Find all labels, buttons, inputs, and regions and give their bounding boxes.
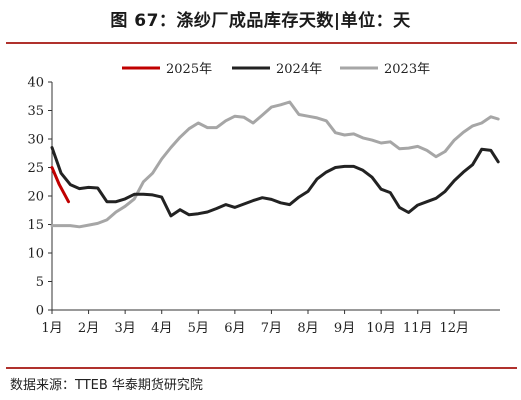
data-source: 数据来源：TTEB 华泰期货研究院 [10, 378, 203, 393]
x-tick-label: 10月 [366, 321, 396, 336]
x-tick-label: 6月 [224, 321, 245, 336]
y-tick-label: 25 [27, 161, 44, 176]
series-line-2024年 [50, 146, 500, 218]
top-rule [6, 42, 517, 44]
legend-label: 2025年 [166, 62, 212, 77]
y-tick-label: 20 [27, 190, 44, 205]
page-title: 图 67：涤纱厂成品库存天数|单位：天 [110, 11, 411, 31]
y-tick-label: 30 [27, 133, 44, 148]
chart-legend: 2025年 2024年 2023年 [122, 62, 430, 77]
chart-series [50, 100, 500, 229]
x-tick-label: 5月 [188, 321, 209, 336]
chart-axes: 0 5 10 15 20 25 30 35 40 1月 2月 3月 4月 5月 6月 7月 8月 9月 10月 11月… [27, 76, 500, 336]
legend-label: 2023年 [384, 62, 430, 77]
x-tick-label: 12月 [440, 321, 470, 336]
y-tick-label: 35 [27, 104, 44, 119]
x-tick-label: 8月 [297, 321, 318, 336]
x-tick-label: 7月 [261, 321, 282, 336]
x-tick-label: 2月 [78, 321, 99, 336]
y-tick-label: 40 [27, 76, 44, 91]
y-tick-label: 15 [27, 218, 44, 233]
x-tick-label: 11月 [403, 321, 433, 336]
y-tick-label: 0 [36, 304, 44, 319]
x-tick-label: 3月 [115, 321, 136, 336]
series-line-2023年 [50, 100, 500, 229]
bottom-rule [6, 367, 517, 369]
x-tick-label: 4月 [151, 321, 172, 336]
y-tick-label: 5 [36, 275, 44, 290]
y-tick-label: 10 [27, 247, 44, 262]
legend-label: 2024年 [276, 62, 322, 77]
x-tick-label: 1月 [41, 321, 62, 336]
series-line-2025年 [50, 166, 70, 204]
x-tick-label: 9月 [334, 321, 355, 336]
